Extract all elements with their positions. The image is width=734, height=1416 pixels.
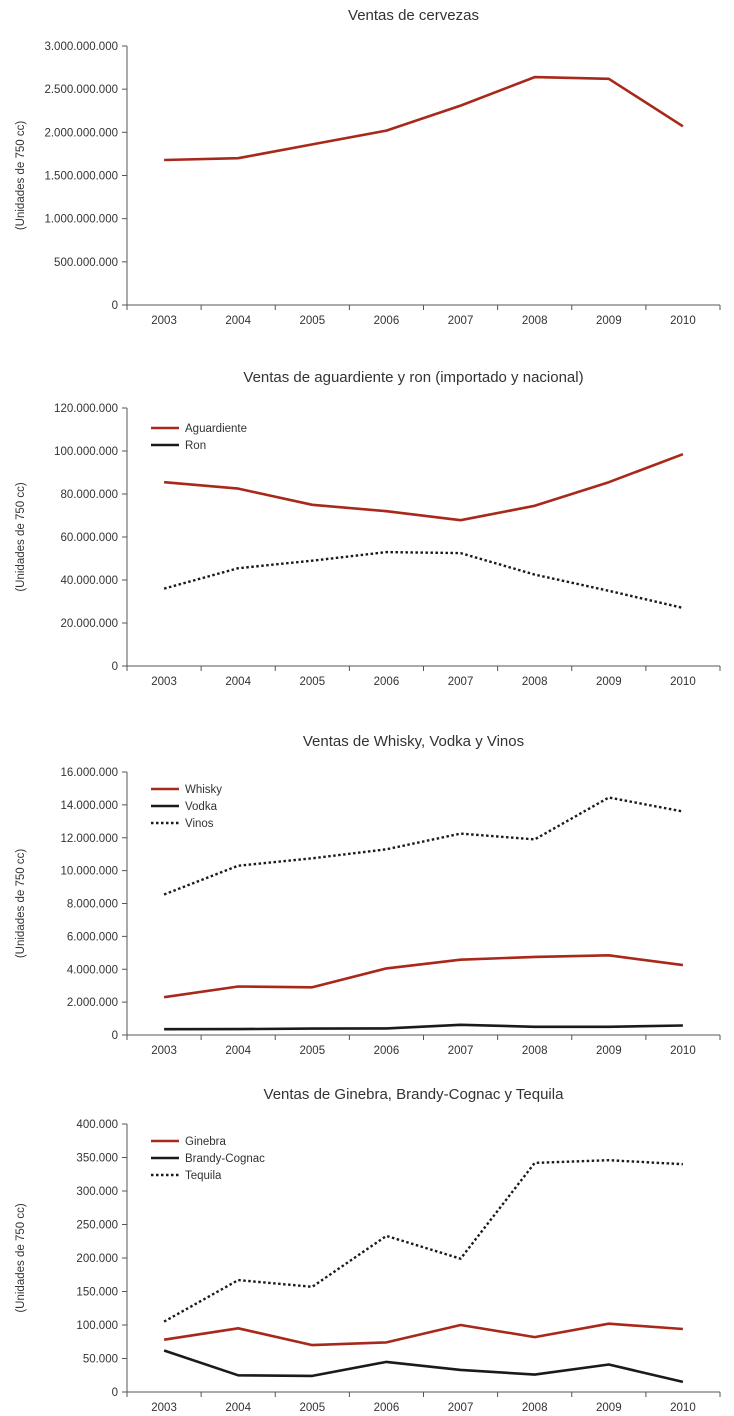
y-tick-label: 0: [112, 1387, 118, 1399]
y-tick-label: 16.000.000: [60, 767, 118, 779]
y-axis-label: (Unidades de 750 cc): [15, 1203, 27, 1312]
series-line-ginebra: [163, 1322, 683, 1347]
y-tick-label: 2.500.000.000: [44, 84, 118, 96]
y-tick-label: 100.000: [76, 1320, 118, 1332]
y-tick-label: 120.000.000: [54, 403, 118, 415]
chart-title: Ventas de cervezas: [348, 7, 479, 24]
chart-ginebra-brandy-tequila: Ventas de Ginebra, Brandy-Cognac y Tequi…: [0, 1080, 734, 1416]
legend-label-ron: Ron: [185, 440, 206, 452]
series-line-whisky: [163, 954, 684, 999]
x-tick-label: 2005: [300, 1402, 326, 1414]
legend-label-vodka: Vodka: [185, 801, 218, 813]
series-line-aguardiente: [163, 452, 684, 522]
y-tick-label: 14.000.000: [60, 800, 118, 812]
x-tick-label: 2009: [596, 676, 622, 688]
y-tick-label: 8.000.000: [67, 899, 118, 911]
y-tick-label: 400.000: [76, 1119, 118, 1131]
y-tick-label: 100.000.000: [54, 446, 118, 458]
x-tick-label: 2006: [374, 1402, 400, 1414]
x-tick-label: 2004: [225, 1045, 251, 1057]
y-tick-label: 200.000: [76, 1253, 118, 1265]
y-tick-label: 0: [112, 661, 118, 673]
y-tick-label: 3.000.000.000: [44, 41, 118, 53]
series-line-line: [164, 75, 684, 162]
legend-label-aguardiente: Aguardiente: [185, 423, 247, 435]
chart-aguardiente-ron: Ventas de aguardiente y ron (importado y…: [0, 360, 734, 700]
y-tick-label: 2.000.000.000: [44, 127, 118, 139]
series-line-tequila: [163, 1158, 683, 1323]
x-tick-label: 2009: [596, 315, 622, 327]
series-line-brandy-cognac: [163, 1349, 684, 1384]
chart-cervezas-svg: Ventas de cervezas (Unidades de 750 cc) 0 5…: [15, 7, 721, 327]
legend-label-tequila: Tequila: [185, 1170, 222, 1182]
x-tick-label: 2010: [670, 676, 696, 688]
y-tick-label: 10.000.000: [60, 866, 118, 878]
y-tick-label: 1.000.000.000: [44, 214, 118, 226]
x-tick-label: 2005: [300, 676, 326, 688]
x-tick-label: 2009: [596, 1045, 622, 1057]
x-tick-label: 2004: [225, 1402, 251, 1414]
series-line-vodka: [164, 1023, 683, 1031]
chart-cervezas: Ventas de cervezas (Unidades de 750 cc) 0 5…: [0, 0, 734, 330]
x-tick-label: 2008: [522, 676, 548, 688]
chart-whisky-vodka-vinos-svg: Ventas de Whisky, Vodka y Vinos (Unidades…: [15, 733, 721, 1057]
chart-title: Ventas de aguardiente y ron (importado y…: [243, 369, 583, 386]
legend-label-whisky: Whisky: [185, 784, 222, 796]
x-tick-label: 2007: [448, 1045, 474, 1057]
x-tick-label: 2008: [522, 1045, 548, 1057]
chart-ginebra-brandy-tequila-svg: Ventas de Ginebra, Brandy-Cognac y Tequi…: [15, 1086, 721, 1414]
x-tick-label: 2006: [374, 315, 400, 327]
y-axis-label: (Unidades de 750 cc): [15, 849, 27, 958]
x-tick-label: 2003: [151, 315, 177, 327]
y-tick-label: 500.000.000: [54, 257, 118, 269]
x-tick-label: 2006: [374, 676, 400, 688]
x-tick-label: 2004: [225, 676, 251, 688]
y-tick-label: 80.000.000: [60, 489, 118, 501]
x-tick-label: 2003: [151, 1402, 177, 1414]
x-tick-label: 2007: [448, 1402, 474, 1414]
y-tick-label: 0: [112, 300, 118, 312]
x-tick-label: 2005: [300, 1045, 326, 1057]
legend-label-brandy-cognac: Brandy-Cognac: [185, 1153, 265, 1165]
x-tick-label: 2004: [225, 315, 251, 327]
y-tick-label: 6.000.000: [67, 931, 118, 943]
y-tick-label: 350.000: [76, 1153, 118, 1165]
x-tick-label: 2010: [670, 1402, 696, 1414]
y-tick-label: 40.000.000: [60, 575, 118, 587]
y-tick-label: 2.000.000: [67, 997, 118, 1009]
y-tick-label: 0: [112, 1030, 118, 1042]
y-tick-label: 50.000: [83, 1354, 118, 1366]
x-tick-label: 2005: [300, 315, 326, 327]
y-axis-label: (Unidades de 750 cc): [15, 482, 27, 591]
x-tick-label: 2003: [151, 1045, 177, 1057]
x-tick-label: 2006: [374, 1045, 400, 1057]
legend-label-ginebra: Ginebra: [185, 1136, 227, 1148]
y-tick-label: 60.000.000: [60, 532, 118, 544]
x-tick-label: 2007: [448, 315, 474, 327]
chart-title: Ventas de Whisky, Vodka y Vinos: [303, 733, 524, 750]
legend-label-vinos: Vinos: [185, 818, 214, 830]
x-tick-label: 2008: [522, 1402, 548, 1414]
series-line-ron: [163, 550, 684, 610]
series-line-vinos: [163, 796, 684, 896]
x-tick-label: 2008: [522, 315, 548, 327]
chart-aguardiente-ron-svg: Ventas de aguardiente y ron (importado y…: [15, 369, 721, 688]
x-tick-label: 2003: [151, 676, 177, 688]
y-tick-label: 20.000.000: [60, 618, 118, 630]
y-tick-label: 150.000: [76, 1287, 118, 1299]
x-tick-label: 2010: [670, 315, 696, 327]
x-tick-label: 2009: [596, 1402, 622, 1414]
y-tick-label: 250.000: [76, 1220, 118, 1232]
y-tick-label: 12.000.000: [60, 833, 118, 845]
y-tick-label: 1.500.000.000: [44, 171, 118, 183]
y-axis-label: (Unidades de 750 cc): [15, 121, 27, 230]
y-tick-label: 4.000.000: [67, 964, 118, 976]
x-tick-label: 2010: [670, 1045, 696, 1057]
y-tick-label: 300.000: [76, 1186, 118, 1198]
chart-title: Ventas de Ginebra, Brandy-Cognac y Tequi…: [264, 1086, 565, 1103]
chart-whisky-vodka-vinos: Ventas de Whisky, Vodka y Vinos (Unidades…: [0, 720, 734, 1070]
x-tick-label: 2007: [448, 676, 474, 688]
